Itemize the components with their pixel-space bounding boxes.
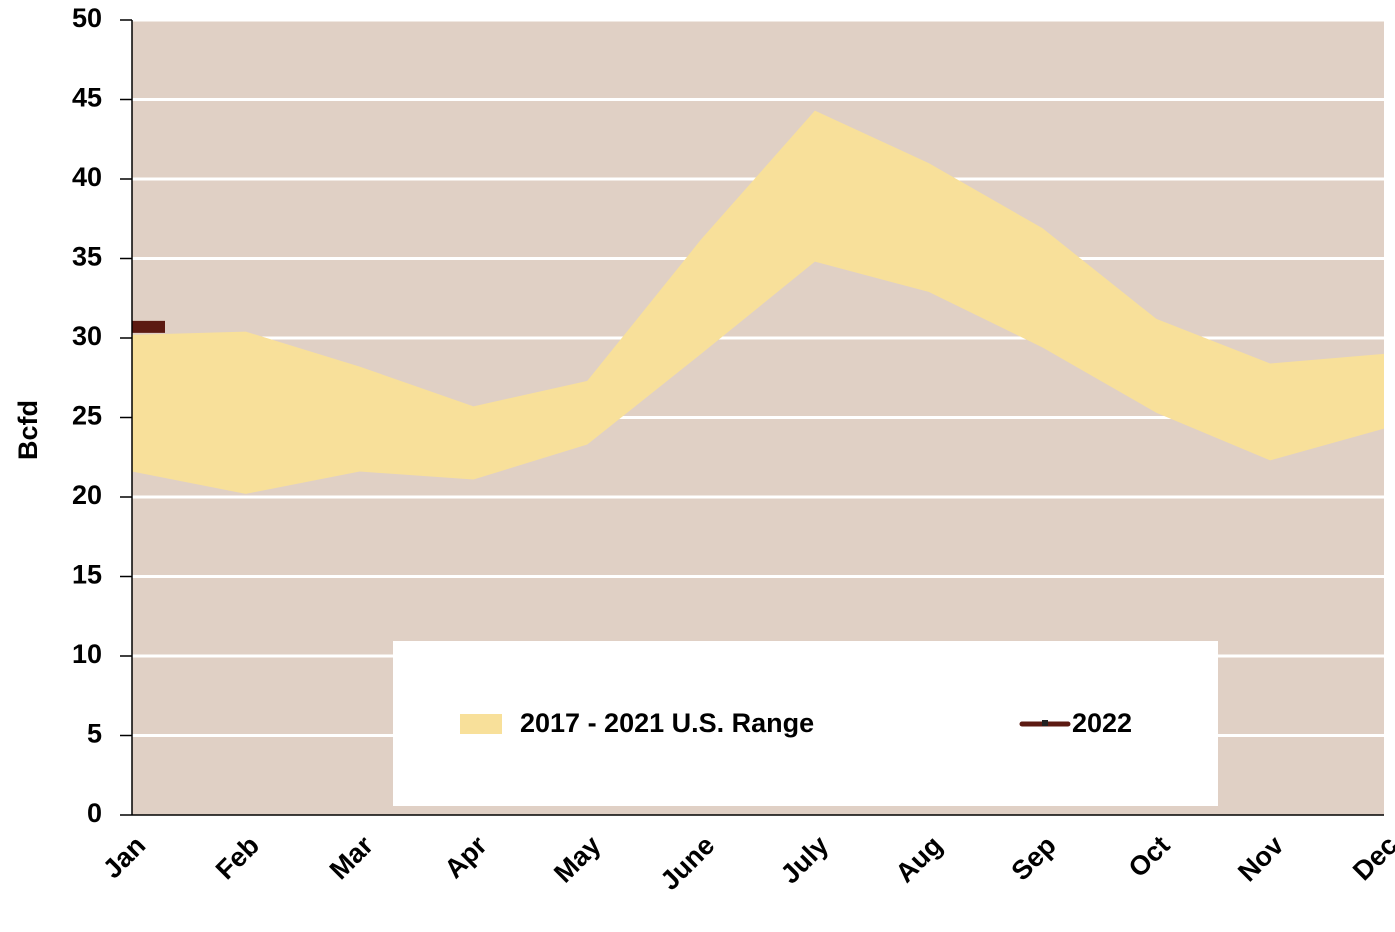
y-tick-label: 15: [72, 560, 102, 590]
y-tick-label: 45: [72, 83, 102, 113]
legend-swatch: [460, 714, 502, 734]
legend-marker: [1042, 720, 1048, 726]
data-marker: [132, 320, 165, 333]
y-tick-label: 10: [72, 639, 102, 669]
y-tick-label: 5: [87, 719, 102, 749]
x-tick-label: Aug: [890, 830, 948, 888]
legend-label: 2022: [1072, 708, 1132, 738]
y-tick-label: 25: [72, 401, 102, 431]
x-tick-label: Oct: [1123, 830, 1176, 883]
y-tick-label: 40: [72, 162, 102, 192]
x-tick-label: Dec: [1347, 830, 1395, 886]
x-tick-label: July: [775, 830, 834, 889]
legend-box: [393, 641, 1218, 806]
x-tick-label: Feb: [210, 830, 265, 885]
x-tick-label: May: [548, 830, 606, 888]
y-tick-label: 30: [72, 321, 102, 351]
y-axis-title: Bcfd: [13, 400, 43, 460]
x-tick-label: Sep: [1006, 830, 1062, 886]
x-tick-label: Apr: [439, 830, 493, 884]
y-tick-label: 50: [72, 3, 102, 33]
y-tick-label: 0: [87, 798, 102, 828]
x-tick-label: June: [655, 830, 721, 896]
range-band: [132, 110, 1384, 494]
y-tick-label: 35: [72, 242, 102, 272]
y-tick-label: 20: [72, 480, 102, 510]
x-tick-label: Jan: [97, 830, 151, 884]
x-tick-label: Mar: [324, 830, 380, 886]
x-tick-label: Nov: [1232, 830, 1289, 887]
legend-label: 2017 - 2021 U.S. Range: [520, 708, 814, 738]
